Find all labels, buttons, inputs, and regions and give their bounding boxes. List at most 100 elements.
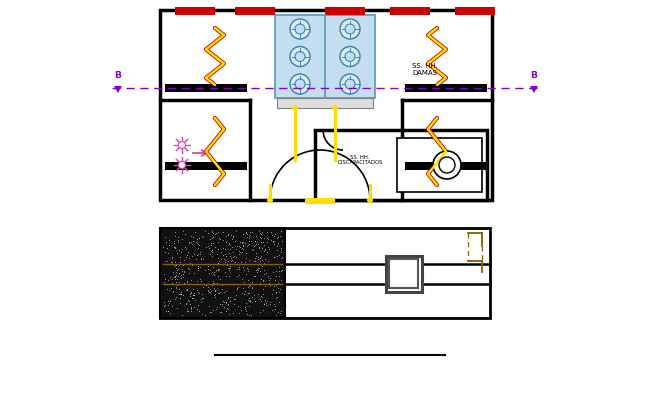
Circle shape	[345, 79, 355, 89]
Point	[222, 294, 233, 301]
Point	[258, 277, 268, 283]
Point	[207, 282, 217, 288]
Point	[190, 297, 200, 303]
Point	[190, 239, 201, 246]
Point	[227, 236, 238, 242]
Point	[192, 286, 203, 293]
Point	[239, 287, 250, 294]
Point	[162, 249, 173, 256]
Point	[172, 304, 183, 311]
Circle shape	[340, 46, 360, 66]
Point	[168, 288, 178, 294]
Point	[184, 266, 194, 272]
Point	[263, 244, 274, 250]
Point	[253, 267, 263, 273]
Point	[252, 290, 263, 297]
Point	[162, 258, 172, 264]
Point	[194, 235, 204, 241]
Point	[164, 261, 174, 268]
Point	[254, 265, 264, 271]
Point	[224, 250, 234, 256]
Point	[184, 270, 194, 276]
Point	[167, 259, 177, 265]
Point	[187, 253, 197, 259]
Point	[272, 308, 283, 315]
Point	[276, 228, 286, 235]
Point	[196, 255, 207, 261]
Polygon shape	[114, 86, 122, 93]
Point	[195, 281, 205, 287]
Point	[246, 312, 256, 318]
Point	[159, 234, 170, 240]
Point	[215, 289, 226, 296]
Point	[231, 292, 241, 298]
Point	[187, 262, 197, 268]
Point	[205, 266, 215, 273]
Point	[185, 293, 196, 299]
Point	[244, 282, 254, 289]
Point	[245, 232, 255, 238]
Point	[173, 239, 183, 245]
Point	[181, 299, 191, 306]
Point	[185, 305, 196, 312]
Point	[207, 280, 218, 286]
Point	[176, 272, 187, 278]
Point	[203, 286, 213, 293]
Point	[214, 290, 225, 297]
Point	[207, 235, 217, 241]
Point	[276, 246, 286, 253]
Point	[252, 241, 263, 248]
Point	[203, 287, 213, 294]
Point	[192, 240, 202, 247]
Point	[196, 296, 206, 302]
Point	[244, 290, 254, 296]
Point	[234, 251, 244, 258]
Point	[250, 238, 260, 245]
Point	[256, 276, 266, 282]
Point	[224, 241, 234, 247]
Point	[198, 234, 208, 240]
Point	[205, 289, 215, 295]
Point	[218, 252, 229, 258]
Point	[255, 229, 265, 236]
Point	[159, 270, 169, 277]
Point	[205, 242, 216, 248]
Point	[246, 285, 257, 292]
Point	[214, 235, 225, 241]
Point	[180, 244, 190, 250]
Point	[268, 239, 278, 246]
Point	[166, 259, 176, 266]
Point	[220, 299, 231, 306]
Point	[169, 274, 179, 280]
Point	[255, 234, 266, 240]
Point	[252, 239, 262, 246]
Point	[221, 238, 231, 245]
Point	[170, 244, 180, 250]
Point	[220, 246, 230, 252]
Point	[231, 246, 241, 253]
Point	[195, 264, 205, 271]
Point	[176, 254, 186, 260]
Point	[192, 263, 203, 270]
Point	[276, 254, 287, 261]
Point	[200, 312, 211, 318]
Point	[261, 249, 272, 256]
Point	[162, 286, 172, 292]
Bar	[175, 7, 215, 15]
Point	[181, 246, 191, 252]
Point	[203, 284, 213, 290]
Point	[270, 302, 280, 309]
Point	[172, 267, 182, 273]
Point	[265, 274, 275, 281]
Point	[200, 228, 211, 234]
Point	[208, 234, 218, 240]
Point	[258, 291, 268, 297]
Point	[249, 296, 259, 302]
Point	[196, 278, 206, 285]
Point	[258, 286, 268, 292]
Point	[176, 290, 187, 297]
Point	[262, 238, 272, 245]
Point	[214, 301, 225, 307]
Point	[217, 301, 228, 307]
Point	[251, 253, 261, 259]
